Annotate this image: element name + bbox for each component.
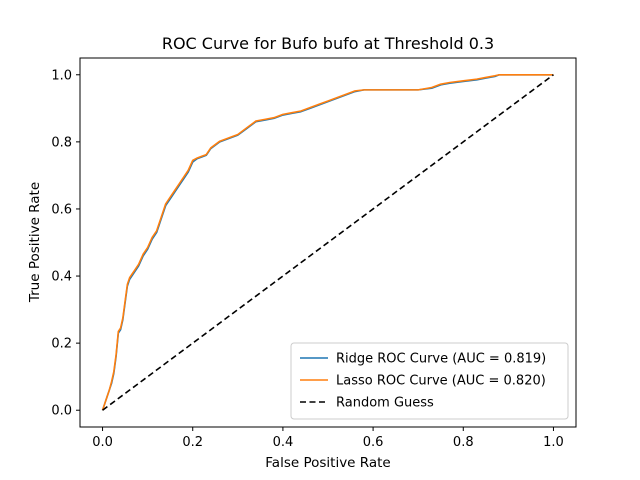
- x-axis-label: False Positive Rate: [265, 455, 390, 471]
- y-tick-label: 0.6: [51, 202, 72, 217]
- x-tick-label: 0.8: [453, 435, 474, 450]
- x-tick-label: 0.6: [363, 435, 384, 450]
- axes-frame: [79, 57, 577, 428]
- legend-entry-3: Random Guess: [336, 396, 434, 411]
- legend: Ridge ROC Curve (AUC = 0.819) Lasso ROC C…: [290, 342, 569, 420]
- y-tick-label: 0.2: [51, 337, 72, 352]
- y-tick-label: 0.4: [51, 270, 72, 285]
- y-tick-label: 0.8: [51, 135, 72, 150]
- chart-title: ROC Curve for Bufo bufo at Threshold 0.3: [162, 34, 494, 53]
- y-axis: 0.0 0.2 0.4 0.6 0.8 1.0: [51, 68, 80, 419]
- series-line-3: [102, 74, 554, 411]
- x-tick-label: 0.4: [273, 435, 294, 450]
- legend-entry-1: Ridge ROC Curve (AUC = 0.819): [336, 352, 546, 367]
- y-tick-label: 0.0: [51, 404, 72, 419]
- x-tick-label: 0.2: [182, 435, 203, 450]
- legend-box: [290, 342, 569, 420]
- legend-entry-2: Lasso ROC Curve (AUC = 0.820): [336, 374, 546, 389]
- x-tick-label: 0.0: [92, 435, 113, 450]
- x-axis: 0.0 0.2 0.4 0.6 0.8 1.0: [92, 427, 564, 450]
- series-line-2: [101, 73, 554, 411]
- plot-area: [79, 57, 577, 428]
- y-axis-label: True Positive Rate: [27, 182, 43, 303]
- y-tick-label: 1.0: [51, 68, 72, 83]
- x-tick-label: 1.0: [543, 435, 564, 450]
